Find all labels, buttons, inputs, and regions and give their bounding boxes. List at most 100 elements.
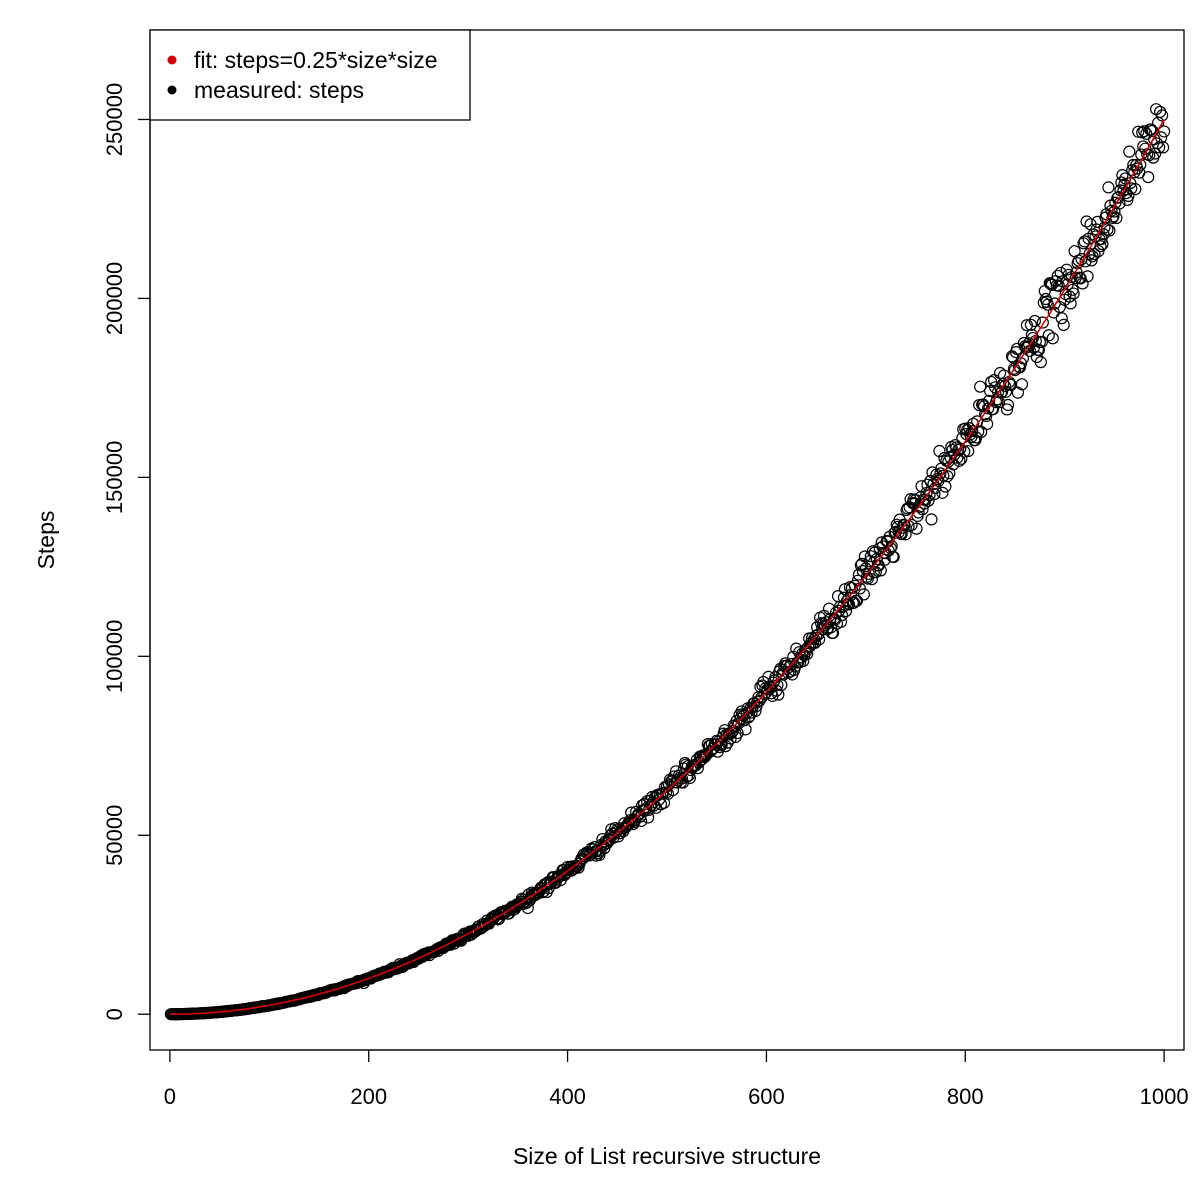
- data-point: [1142, 170, 1155, 184]
- data-point: [900, 503, 913, 517]
- data-point: [887, 550, 900, 564]
- data-point: [1034, 356, 1047, 369]
- x-tick-label: 200: [350, 1084, 387, 1109]
- x-tick-label: 400: [549, 1084, 586, 1109]
- data-point: [1116, 169, 1129, 182]
- data-point: [835, 608, 849, 622]
- y-tick-label: 250000: [102, 83, 127, 156]
- data-point: [1123, 145, 1136, 158]
- data-point: [994, 386, 1008, 399]
- fit-line: [169, 119, 1165, 1016]
- data-point: [1057, 318, 1070, 331]
- data-point: [1089, 230, 1102, 243]
- data-point: [847, 596, 861, 609]
- data-point: [1063, 290, 1076, 303]
- data-point: [870, 552, 883, 566]
- data-point: [436, 940, 449, 953]
- x-tick-label: 1000: [1140, 1084, 1189, 1109]
- x-tick-label: 0: [164, 1084, 176, 1109]
- x-tick-label: 800: [947, 1084, 984, 1109]
- data-point: [855, 557, 868, 571]
- data-point: [1115, 176, 1128, 189]
- y-tick-label: 150000: [102, 441, 127, 514]
- points-layer: [164, 103, 1171, 1021]
- data-point: [1134, 158, 1147, 171]
- data-point: [1020, 319, 1034, 332]
- data-point: [1042, 329, 1055, 342]
- data-point: [1156, 109, 1169, 122]
- x-axis-title: Size of List recursive structure: [513, 1143, 821, 1169]
- data-point: [1043, 277, 1056, 290]
- data-point: [941, 470, 954, 483]
- fit-layer: [169, 119, 1165, 1016]
- data-point: [874, 564, 887, 577]
- data-point: [1074, 272, 1087, 285]
- data-point: [834, 615, 848, 628]
- data-point: [865, 573, 878, 586]
- data-point: [1052, 279, 1065, 292]
- x-tick-label: 600: [748, 1084, 785, 1109]
- data-point: [1067, 287, 1080, 300]
- legend: fit: steps=0.25*size*size measured: step…: [149, 29, 471, 121]
- data-point: [1000, 403, 1014, 416]
- data-point: [1001, 398, 1015, 412]
- data-point: [850, 594, 864, 607]
- data-point: [934, 467, 947, 480]
- data-point: [839, 604, 853, 618]
- data-point: [955, 452, 968, 465]
- data-point: [1035, 335, 1048, 348]
- data-point: [384, 964, 397, 977]
- data-point: [996, 377, 1010, 391]
- legend-measured-marker: [167, 85, 177, 95]
- data-point: [1041, 298, 1054, 311]
- data-point: [981, 417, 994, 431]
- x-axis: 0 200 400 600 800 1000: [164, 1049, 1189, 1109]
- data-point: [824, 621, 838, 634]
- data-point: [1046, 332, 1059, 345]
- data-point: [1032, 343, 1045, 356]
- data-point: [1036, 316, 1049, 329]
- data-point: [975, 425, 988, 439]
- y-tick-label: 0: [102, 1008, 127, 1020]
- data-point: [1081, 270, 1094, 283]
- data-point: [1110, 211, 1123, 225]
- data-point: [925, 513, 938, 526]
- data-point: [1096, 238, 1109, 251]
- data-point: [920, 487, 933, 500]
- data-point: [1129, 183, 1142, 196]
- data-point: [1028, 314, 1041, 328]
- data-point: [725, 726, 738, 739]
- data-point: [739, 723, 752, 736]
- data-point: [928, 487, 941, 501]
- data-point: [1088, 248, 1101, 261]
- data-point: [1157, 141, 1170, 154]
- data-point: [899, 528, 912, 541]
- y-axis-title: Steps: [33, 511, 59, 570]
- data-point: [1078, 235, 1091, 248]
- data-point: [1122, 189, 1135, 203]
- y-tick-label: 200000: [102, 262, 127, 335]
- data-point: [923, 489, 936, 502]
- data-point: [869, 566, 882, 579]
- legend-measured-label: measured: steps: [194, 77, 364, 103]
- data-point: [1153, 141, 1166, 154]
- data-point: [1045, 278, 1058, 291]
- data-point: [910, 522, 923, 535]
- data-point: [1155, 131, 1168, 144]
- data-point: [953, 454, 966, 467]
- data-point: [962, 444, 975, 458]
- data-point: [1055, 312, 1068, 325]
- data-point: [966, 425, 979, 438]
- data-point: [1015, 378, 1029, 391]
- data-point: [1138, 125, 1151, 138]
- data-point: [642, 811, 655, 824]
- data-point: [1158, 125, 1171, 138]
- data-point: [1106, 211, 1119, 224]
- y-tick-label: 100000: [102, 620, 127, 693]
- data-point: [1054, 266, 1067, 279]
- data-point: [1094, 240, 1107, 253]
- legend-fit-label: fit: steps=0.25*size*size: [194, 47, 438, 73]
- data-point: [667, 770, 681, 783]
